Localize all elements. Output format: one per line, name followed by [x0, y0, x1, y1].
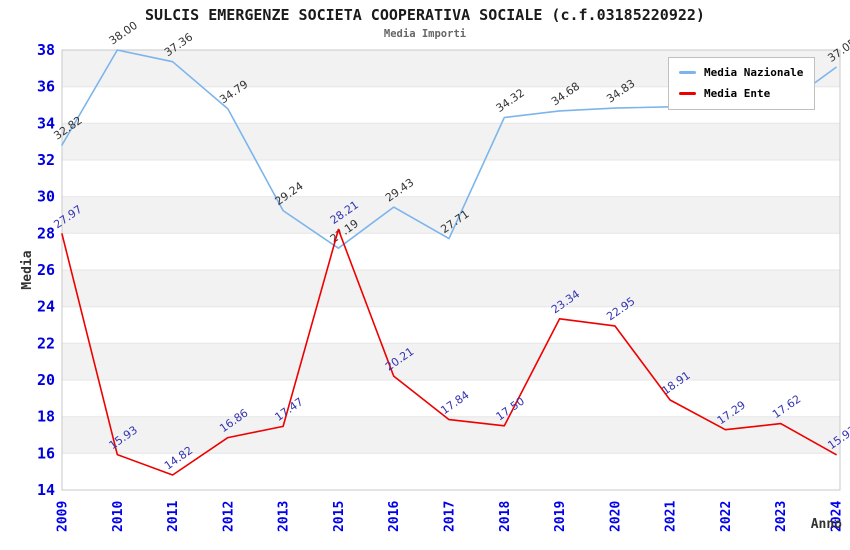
- plot-band: [62, 270, 840, 307]
- x-tick-label: 2010: [111, 501, 126, 532]
- plot-band: [62, 416, 840, 454]
- y-axis-title: Media: [20, 250, 35, 289]
- y-tick-label: 20: [37, 371, 55, 389]
- data-label-media-nazionale: 38.00: [107, 19, 140, 48]
- y-tick-label: 34: [37, 114, 55, 132]
- legend-item-media-ente: Media Ente: [679, 87, 803, 100]
- legend-item-media-nazionale: Media Nazionale: [679, 66, 803, 79]
- x-tick-label: 2017: [443, 501, 458, 532]
- x-tick-label: 2020: [608, 501, 623, 532]
- y-tick-label: 24: [37, 298, 55, 316]
- y-tick-label: 22: [37, 334, 55, 352]
- legend-label-media-nazionale: Media Nazionale: [704, 66, 804, 79]
- plot-border: [61, 49, 841, 491]
- y-tick-label: 28: [37, 224, 55, 242]
- x-tick-label: 2012: [221, 501, 236, 532]
- data-label-media-ente: 17.84: [438, 388, 471, 417]
- y-tick-label: 18: [37, 408, 55, 426]
- y-tick-label: 32: [37, 151, 55, 169]
- plot-band: [62, 343, 840, 380]
- x-tick-label: 2022: [719, 501, 734, 532]
- legend-swatch-nazionale-icon: [679, 71, 696, 74]
- y-tick-label: 38: [37, 41, 55, 59]
- y-tick-label: 36: [37, 78, 55, 96]
- x-tick-label: 2019: [553, 501, 568, 532]
- y-tick-label: 16: [37, 444, 55, 462]
- legend-swatch-ente-icon: [679, 92, 696, 95]
- plot-band: [62, 196, 840, 234]
- chart-subtitle: Media Importi: [383, 28, 467, 40]
- data-label-media-nazionale: 34.32: [494, 86, 527, 115]
- y-tick-label: 30: [37, 188, 55, 206]
- x-tick-label: 2009: [56, 501, 71, 532]
- x-tick-label: 2016: [387, 501, 402, 532]
- plot-band: [62, 123, 840, 160]
- data-label-media-nazionale: 37.05: [825, 36, 850, 65]
- legend-label-media-ente: Media Ente: [704, 87, 771, 100]
- series-line-media-ente: [61, 228, 837, 476]
- legend: Media Nazionale Media Ente: [668, 57, 816, 110]
- x-tick-label: 2024: [830, 501, 845, 532]
- x-tick-label: 2015: [332, 501, 347, 532]
- chart-title: SULCIS EMERGENZE SOCIETA COOPERATIVA SOC…: [145, 6, 705, 24]
- x-axis-title: Anno: [811, 517, 842, 532]
- x-tick-label: 2023: [774, 501, 789, 532]
- x-tick-label: 2013: [277, 501, 292, 532]
- y-tick-label: 14: [37, 481, 55, 499]
- x-tick-label: 2021: [664, 501, 679, 532]
- y-tick-label: 26: [37, 261, 55, 279]
- x-tick-label: 2018: [498, 501, 513, 532]
- x-tick-label: 2011: [166, 501, 181, 532]
